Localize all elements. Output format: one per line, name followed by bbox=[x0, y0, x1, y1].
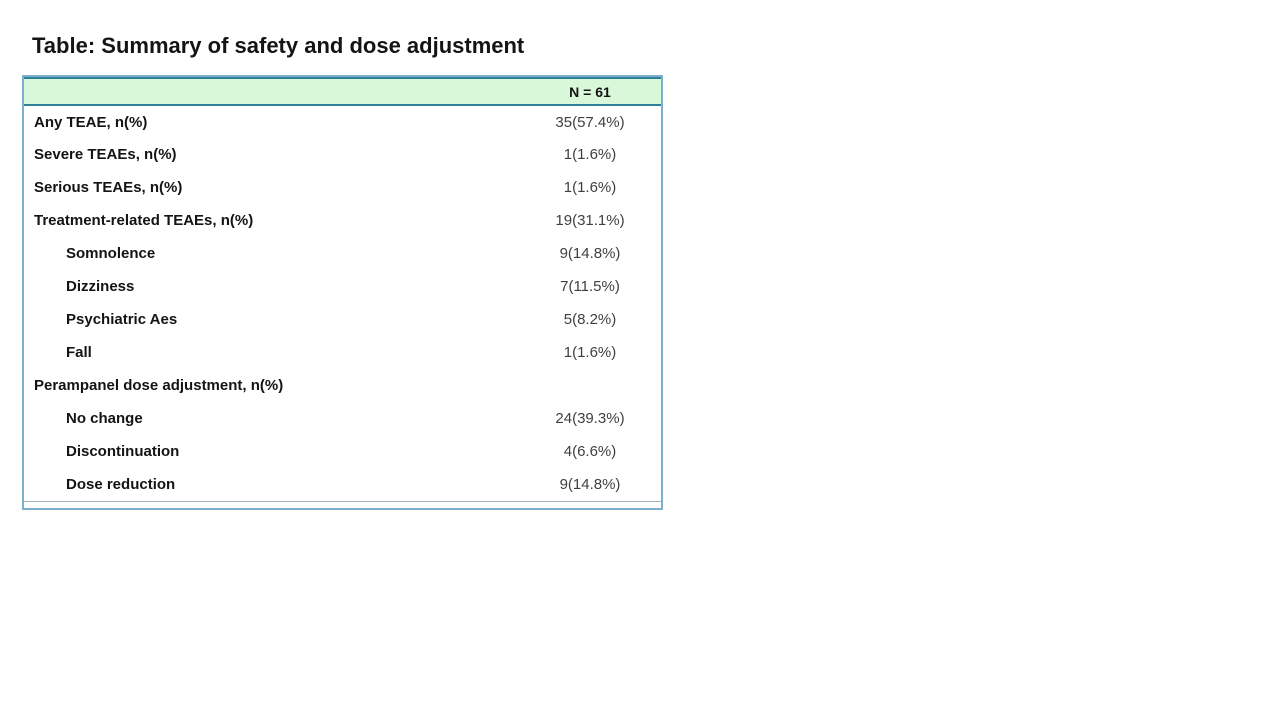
table-row: Treatment-related TEAEs, n(%) 19(31.1%) bbox=[24, 204, 661, 237]
row-label: Perampanel dose adjustment, n(%) bbox=[24, 369, 519, 402]
table-row: Dizziness 7(11.5%) bbox=[24, 270, 661, 303]
row-value: 5(8.2%) bbox=[519, 303, 661, 336]
column-header-empty bbox=[24, 77, 519, 106]
row-value: 7(11.5%) bbox=[519, 270, 661, 303]
table-row: Fall 1(1.6%) bbox=[24, 336, 661, 369]
table-row: Dose reduction 9(14.8%) bbox=[24, 468, 661, 502]
table-row: Discontinuation 4(6.6%) bbox=[24, 435, 661, 468]
row-label: Dose reduction bbox=[24, 468, 519, 502]
table-row: Any TEAE, n(%) 35(57.4%) bbox=[24, 105, 661, 138]
table-row: Perampanel dose adjustment, n(%) bbox=[24, 369, 661, 402]
header-row: N = 61 bbox=[24, 77, 661, 106]
table-row: Serious TEAEs, n(%) 1(1.6%) bbox=[24, 171, 661, 204]
table-row: Severe TEAEs, n(%) 1(1.6%) bbox=[24, 138, 661, 171]
safety-summary-table: N = 61 Any TEAE, n(%) 35(57.4%) Severe TEA… bbox=[22, 75, 663, 510]
table: N = 61 Any TEAE, n(%) 35(57.4%) Severe TEA… bbox=[24, 77, 661, 502]
table-row: No change 24(39.3%) bbox=[24, 402, 661, 435]
row-value: 9(14.8%) bbox=[519, 237, 661, 270]
column-header-n: N = 61 bbox=[519, 77, 661, 106]
row-value bbox=[519, 369, 661, 402]
table-body: Any TEAE, n(%) 35(57.4%) Severe TEAEs, n(%… bbox=[24, 105, 661, 502]
row-value: 1(1.6%) bbox=[519, 138, 661, 171]
table-header: N = 61 bbox=[24, 77, 661, 106]
row-label: Discontinuation bbox=[24, 435, 519, 468]
row-label: Any TEAE, n(%) bbox=[24, 105, 519, 138]
row-value: 9(14.8%) bbox=[519, 468, 661, 502]
row-label: Severe TEAEs, n(%) bbox=[24, 138, 519, 171]
row-value: 4(6.6%) bbox=[519, 435, 661, 468]
row-value: 1(1.6%) bbox=[519, 171, 661, 204]
row-value: 1(1.6%) bbox=[519, 336, 661, 369]
row-label: No change bbox=[24, 402, 519, 435]
row-value: 24(39.3%) bbox=[519, 402, 661, 435]
page-title: Table: Summary of safety and dose adjust… bbox=[32, 33, 525, 58]
row-label: Psychiatric Aes bbox=[24, 303, 519, 336]
row-label: Treatment-related TEAEs, n(%) bbox=[24, 204, 519, 237]
row-label: Somnolence bbox=[24, 237, 519, 270]
table-row: Somnolence 9(14.8%) bbox=[24, 237, 661, 270]
row-label: Dizziness bbox=[24, 270, 519, 303]
row-label: Serious TEAEs, n(%) bbox=[24, 171, 519, 204]
row-value: 19(31.1%) bbox=[519, 204, 661, 237]
table-row: Psychiatric Aes 5(8.2%) bbox=[24, 303, 661, 336]
row-label: Fall bbox=[24, 336, 519, 369]
row-value: 35(57.4%) bbox=[519, 105, 661, 138]
